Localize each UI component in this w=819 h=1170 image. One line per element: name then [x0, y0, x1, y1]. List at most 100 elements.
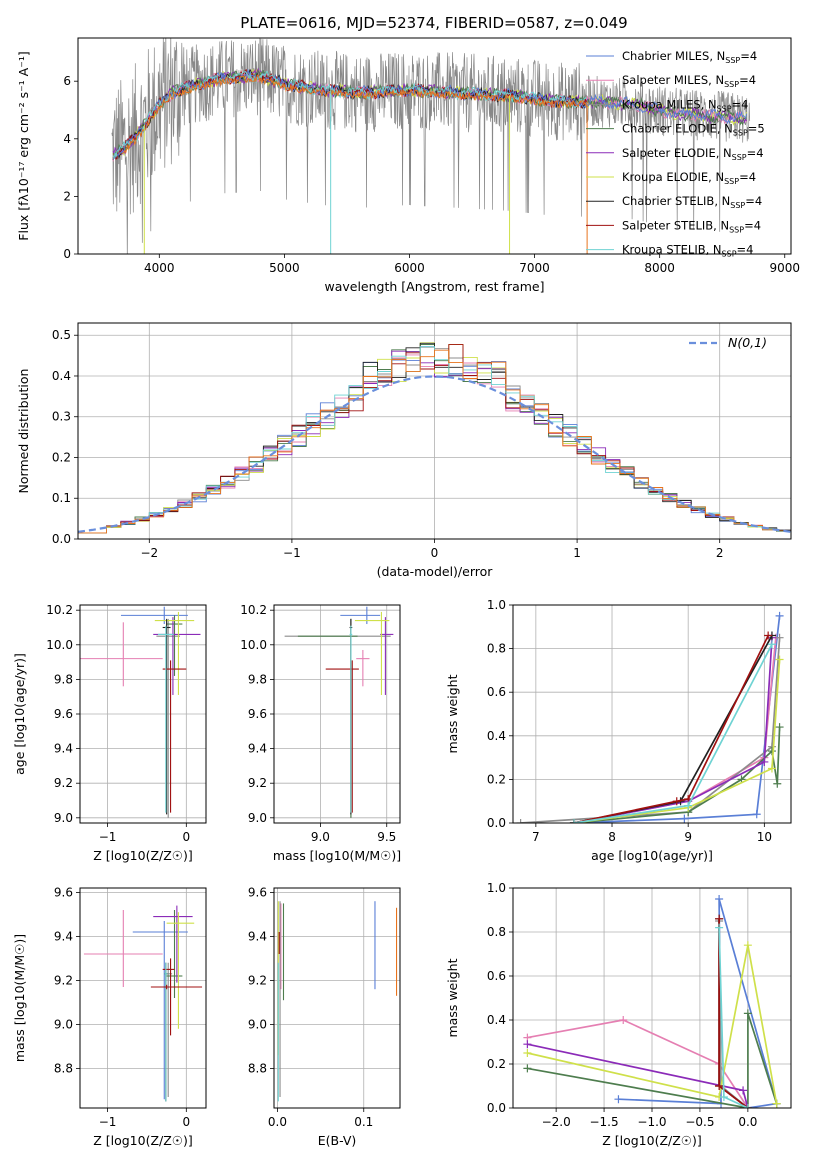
y-tick-label: 10.0	[240, 638, 267, 652]
x-tick-label: −1	[283, 546, 301, 560]
data-point	[767, 747, 776, 756]
x-tick-label: 9.5	[377, 830, 396, 844]
x-tick-label: 0.0	[738, 1115, 757, 1129]
y-tick-label: 9.6	[54, 707, 73, 721]
errorbar-point	[162, 618, 171, 815]
x-axis-label: mass [log10(M/M☉)]	[273, 848, 401, 863]
legend-label: Kroupa STELIB, N	[622, 243, 722, 257]
x-tick-label: 1	[573, 546, 581, 560]
y-tick-label: 9.0	[248, 811, 267, 825]
y-tick-label: 9.6	[248, 707, 267, 721]
plot-area	[523, 895, 781, 1108]
series-line	[573, 637, 777, 823]
errorbar-point	[356, 649, 370, 687]
legend-subscript: SSP	[729, 225, 744, 234]
legend-label: Kroupa ELODIE, N	[622, 170, 724, 184]
y-tick-label: 1.0	[487, 881, 506, 895]
y-tick-label: 0.0	[487, 816, 506, 830]
y-tick-label: 0.6	[487, 969, 506, 983]
plot-area	[277, 901, 398, 1102]
errorbar-point	[150, 984, 203, 990]
plot-area	[78, 342, 791, 534]
y-tick-label: 6	[63, 74, 71, 88]
y-tick-label: 0	[63, 247, 71, 261]
x-axis-label: E(B-V)	[318, 1133, 357, 1148]
x-tick-label: 7	[532, 830, 540, 844]
y-tick-label: 0.6	[487, 685, 506, 699]
y-tick-label: 0.4	[487, 1013, 506, 1027]
y-tick-label: 0.2	[487, 1057, 506, 1071]
y-tick-label: 9.4	[54, 929, 73, 943]
legend-nssp: =5	[748, 122, 765, 136]
legend-label: Kroupa MILES, N	[622, 97, 717, 111]
legend-entry: Salpeter ELODIE, NSSP=4	[622, 146, 764, 162]
data-point	[767, 640, 776, 649]
y-tick-label: 9.2	[248, 973, 267, 987]
axes-frame	[79, 887, 207, 1109]
x-tick-label: −1	[99, 830, 117, 844]
y-tick-label: 0.3	[52, 410, 71, 424]
data-point	[672, 797, 681, 806]
errorbar-point	[166, 912, 195, 1029]
x-tick-label: 10	[757, 830, 772, 844]
series-line	[527, 1013, 778, 1108]
legend-subscript: SSP	[730, 201, 745, 210]
y-tick-label: 9.2	[54, 973, 73, 987]
x-tick-label: −1.5	[589, 1115, 618, 1129]
y-tick-label: 0.0	[487, 1101, 506, 1115]
y-tick-label: 0.0	[52, 532, 71, 546]
data-point	[773, 779, 782, 788]
y-axis-label: Normed distribution	[16, 369, 31, 494]
y-tick-label: 9.2	[248, 776, 267, 790]
legend-label: Salpeter STELIB, N	[622, 218, 729, 232]
data-point	[743, 1009, 752, 1018]
y-tick-label: 9.6	[248, 885, 267, 899]
panel-age_vs_Z: −1 0 9.0 9.2 9.4 9.6 9.8 10.0 10.2 Z [log10(Z/Z☉)…	[12, 603, 207, 863]
x-tick-label: 4000	[144, 261, 175, 275]
errorbar-point	[120, 606, 188, 625]
legend-subscript: SSP	[722, 250, 737, 259]
errorbar-point	[354, 611, 390, 695]
data-point	[523, 1049, 532, 1057]
y-tick-label: 9.8	[248, 672, 267, 686]
plot-area	[111, 38, 751, 254]
x-tick-label: 0.0	[268, 1115, 287, 1129]
panel-residuals: −2 −1 0 1 2 0.0 0.1 0.2 0.3 0.4 0.5 (data-model)/er…	[16, 322, 792, 579]
data-point	[772, 1099, 781, 1108]
legend-label: Chabrier MILES, N	[622, 49, 725, 63]
legend-label: Chabrier ELODIE, N	[622, 122, 733, 136]
legend-label: Chabrier STELIB, N	[622, 194, 730, 208]
series-line	[618, 898, 778, 1108]
y-tick-label: 0.8	[487, 925, 506, 939]
series-line	[520, 637, 781, 823]
legend-entry: Salpeter MILES, NSSP=4	[622, 73, 756, 89]
x-tick-label: 9	[684, 830, 692, 844]
panel-spectrum: 4000 5000 6000 7000 8000 9000 0 2 4 6 wavelength […	[16, 37, 800, 294]
errorbar-point	[340, 606, 381, 625]
errorbar-point	[83, 910, 163, 987]
legend-entry: Kroupa MILES, NSSP=4	[622, 97, 748, 113]
panel-mass_vs_ebv: 0.0 0.1 8.8 9.0 9.2 9.4 9.6 E(B-V)	[248, 885, 401, 1148]
data-point	[715, 923, 724, 932]
legend-subscript: SSP	[725, 56, 740, 65]
y-tick-label: 4	[63, 132, 71, 146]
data-point	[752, 810, 761, 819]
y-tick-label: 9.6	[54, 885, 73, 899]
series-line	[573, 637, 773, 823]
panel-weight_vs_age: 7 8 9 10 0.0 0.2 0.4 0.6 0.8 1.0 age [log10(age/yr…	[445, 598, 792, 863]
y-tick-label: 0.2	[487, 772, 506, 786]
data-point	[680, 814, 689, 823]
legend-entry: Kroupa STELIB, NSSP=4	[622, 243, 753, 259]
y-axis-label: mass [log10(M/M☉)]	[12, 934, 27, 1062]
plot-area	[83, 905, 203, 1102]
legend-label: Salpeter MILES, N	[622, 73, 724, 87]
errorbar-point	[162, 958, 175, 1036]
y-tick-label: 8.8	[54, 1061, 73, 1075]
x-axis-label: Z [log10(Z/Z☉)]	[93, 848, 193, 863]
errorbar-point	[153, 905, 193, 983]
legend-subscript: SSP	[733, 129, 748, 138]
y-tick-label: 10.2	[46, 603, 73, 617]
x-tick-label: −2	[140, 546, 158, 560]
y-tick-label: 9.0	[248, 1017, 267, 1031]
